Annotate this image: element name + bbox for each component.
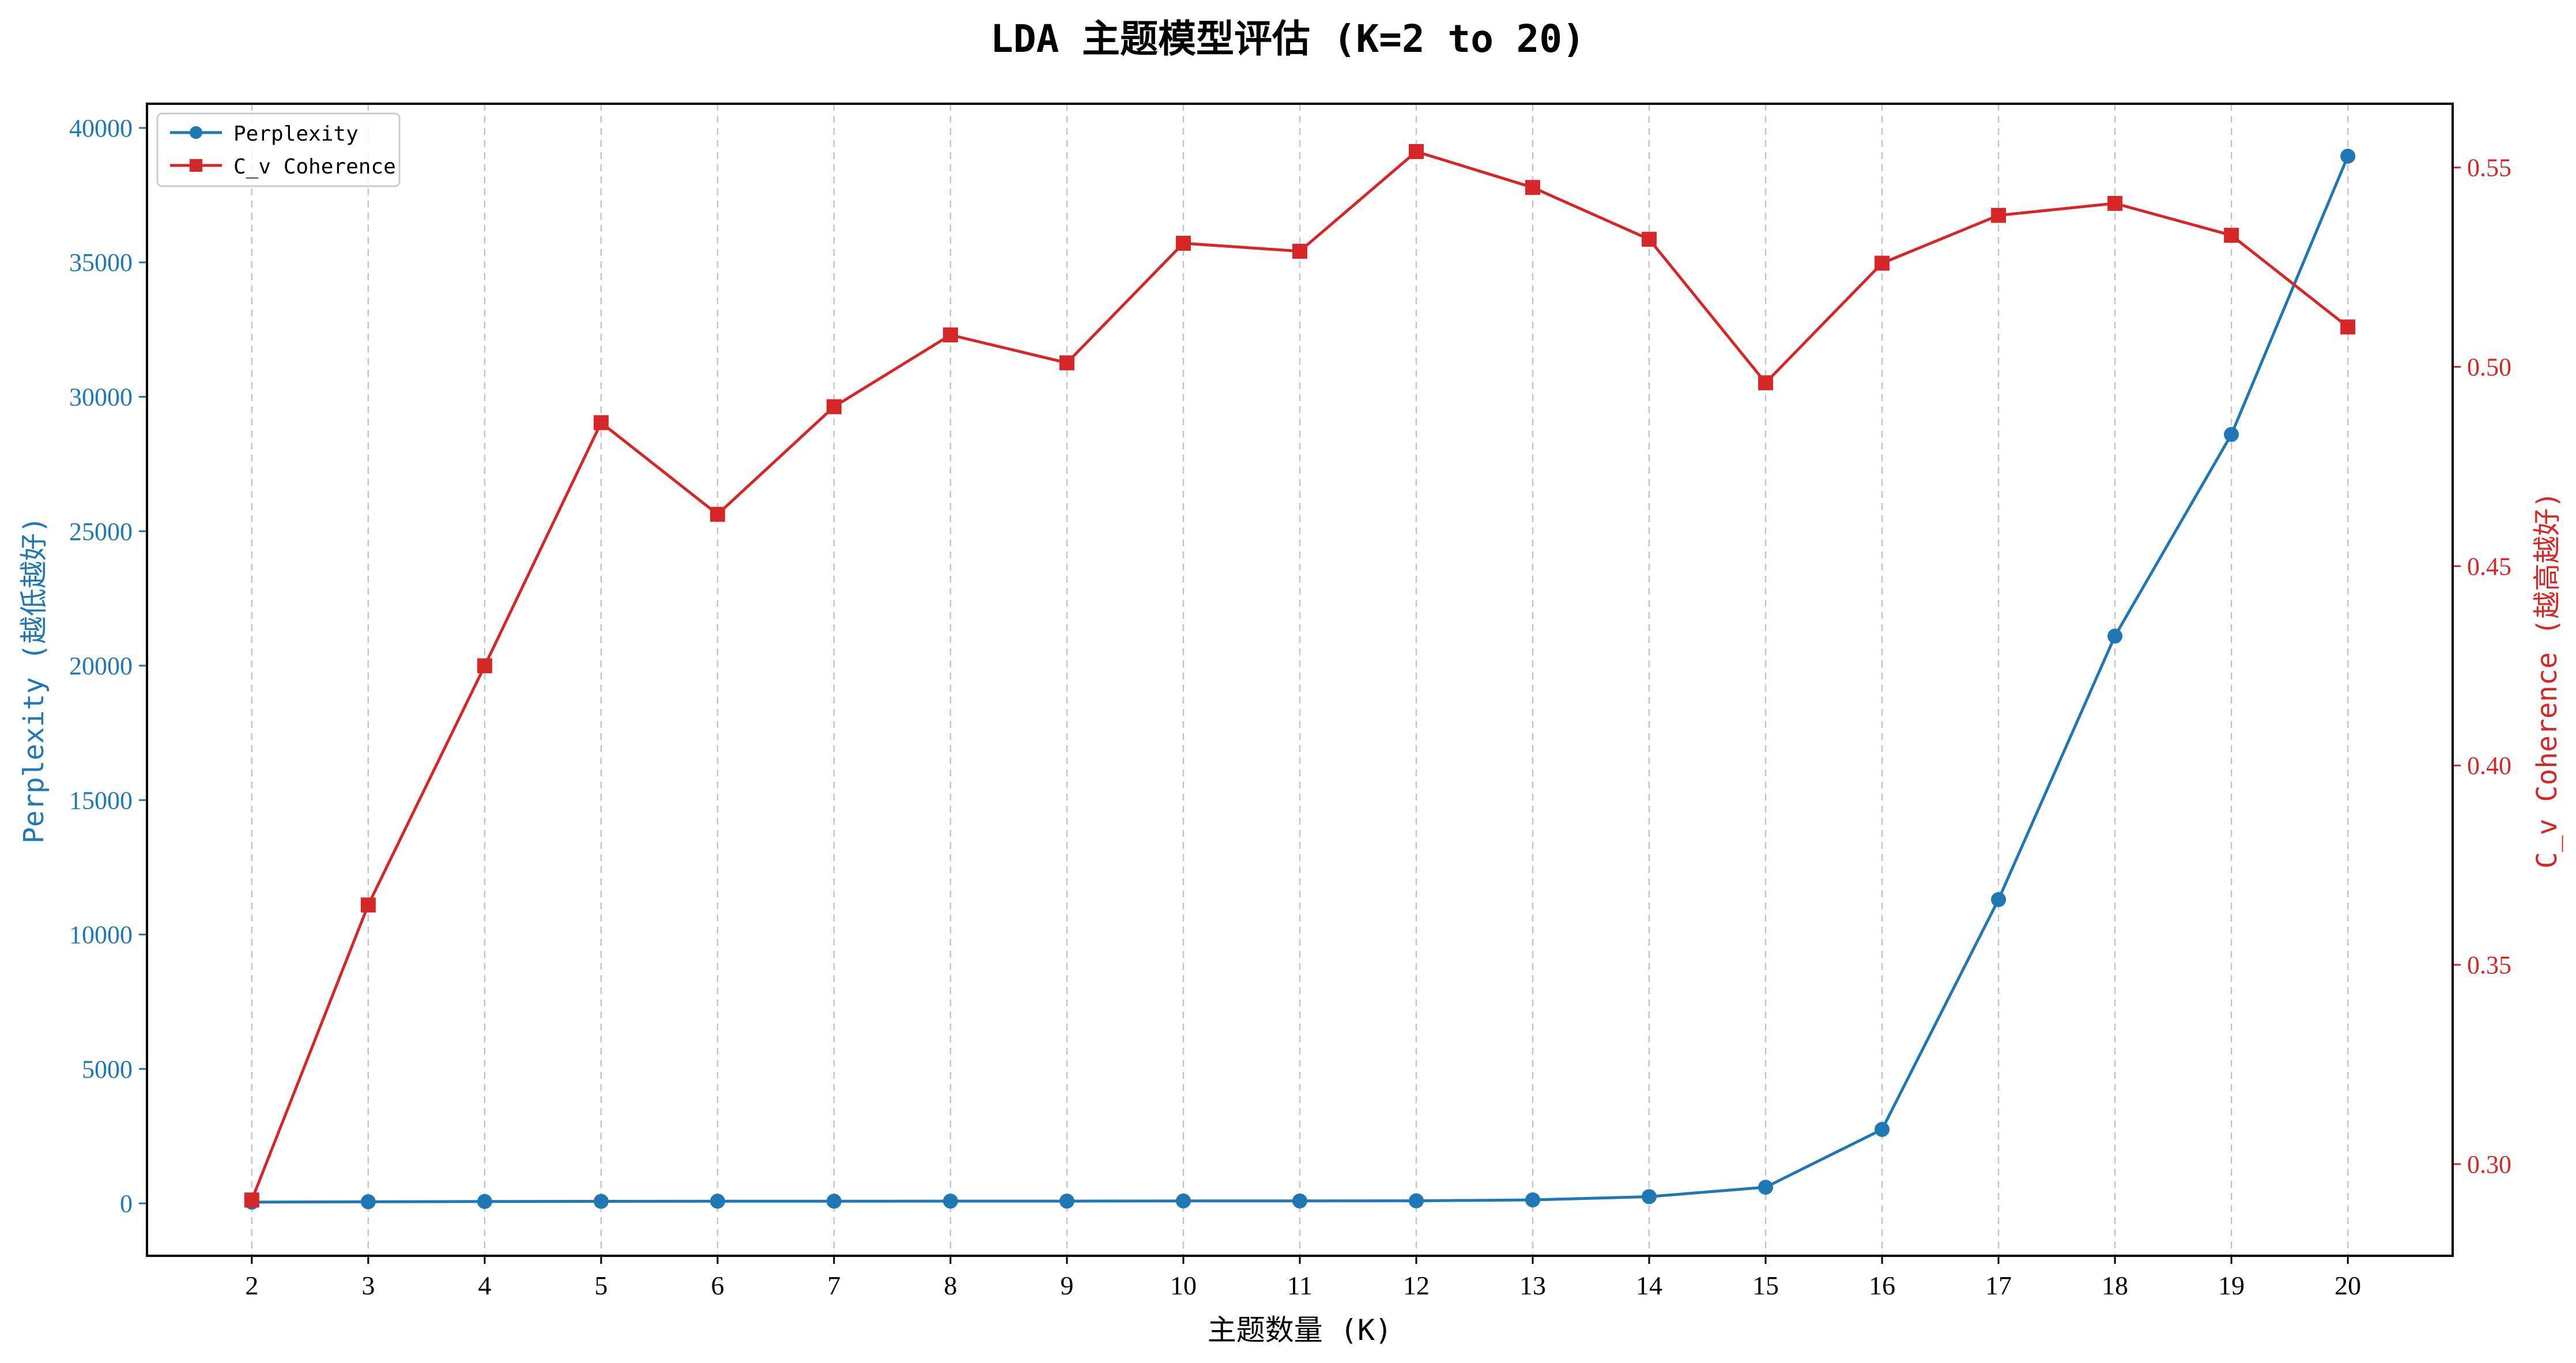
left-tick-label: 20000 xyxy=(69,652,133,680)
x-tick-label: 2 xyxy=(245,1271,258,1300)
data-point-perplexity xyxy=(2107,628,2123,644)
x-tick-label: 19 xyxy=(2218,1271,2245,1300)
series-layer xyxy=(244,144,2356,1210)
legend-perplexity-label: Perplexity xyxy=(233,122,359,146)
data-point-c-v-coherence xyxy=(1875,255,1890,271)
data-point-c-v-coherence xyxy=(826,399,842,414)
right-tick-label: 0.30 xyxy=(2467,1150,2511,1179)
x-tick-label: 10 xyxy=(1170,1271,1197,1300)
left-tick-label: 15000 xyxy=(69,786,133,814)
right-axis-ticks: 0.30 0.35 0.40 0.45 0.50 0.55 xyxy=(2453,154,2511,1179)
x-tick-label: 8 xyxy=(944,1271,957,1300)
x-tick-label: 15 xyxy=(1752,1271,1779,1300)
data-point-c-v-coherence xyxy=(1991,207,2007,223)
left-axis-label: Perplexity (越低越好) xyxy=(18,516,50,844)
data-point-c-v-coherence xyxy=(244,1192,259,1208)
data-point-perplexity xyxy=(1525,1192,1541,1207)
x-axis-ticks: 2 3 4 5 6 7 8 9 10 11 12 13 14 15 16 17 18 19 20 xyxy=(245,1256,2361,1300)
x-tick-label: 18 xyxy=(2102,1271,2128,1300)
x-axis-label: 主题数量 (K) xyxy=(1208,1313,1392,1347)
data-point-c-v-coherence xyxy=(2107,195,2123,211)
data-point-perplexity xyxy=(1758,1180,1774,1195)
data-point-perplexity xyxy=(1292,1193,1307,1209)
data-point-c-v-coherence xyxy=(2224,228,2239,243)
data-point-perplexity xyxy=(1409,1193,1424,1209)
data-point-perplexity xyxy=(2224,426,2239,442)
legend: Perplexity C_v Coherence xyxy=(156,112,401,187)
data-point-c-v-coherence xyxy=(477,658,492,674)
data-point-c-v-coherence xyxy=(2340,319,2356,335)
left-tick-label: 0 xyxy=(120,1190,133,1218)
data-point-c-v-coherence xyxy=(1525,180,1541,195)
data-point-perplexity xyxy=(593,1194,609,1209)
right-tick-label: 0.55 xyxy=(2467,154,2511,182)
data-point-c-v-coherence xyxy=(1758,375,1774,391)
data-point-perplexity xyxy=(477,1194,492,1209)
x-tick-label: 20 xyxy=(2334,1271,2361,1300)
data-point-perplexity xyxy=(1875,1122,1890,1137)
data-point-c-v-coherence xyxy=(710,507,725,522)
x-tick-label: 6 xyxy=(711,1271,724,1300)
data-point-perplexity xyxy=(1991,892,2007,907)
x-tick-label: 14 xyxy=(1636,1271,1662,1300)
data-point-perplexity xyxy=(1175,1193,1191,1209)
data-point-c-v-coherence xyxy=(593,415,609,431)
right-tick-label: 0.45 xyxy=(2467,552,2511,580)
x-tick-label: 12 xyxy=(1403,1271,1430,1300)
x-tick-label: 16 xyxy=(1869,1271,1895,1300)
data-point-perplexity xyxy=(1642,1189,1657,1205)
x-gridlines xyxy=(251,104,2349,1256)
data-point-perplexity xyxy=(942,1194,958,1209)
left-axis-ticks: 0 5000 10000 15000 20000 25000 30000 35000 40000 xyxy=(69,114,147,1218)
data-point-perplexity xyxy=(826,1194,842,1209)
right-tick-label: 0.40 xyxy=(2467,752,2511,780)
legend-coherence-label: C_v Coherence xyxy=(233,155,396,179)
x-tick-label: 17 xyxy=(1985,1271,2012,1300)
left-tick-label: 5000 xyxy=(82,1055,133,1083)
data-point-c-v-coherence xyxy=(1292,243,1307,259)
left-tick-label: 25000 xyxy=(69,518,133,546)
x-tick-label: 9 xyxy=(1060,1271,1073,1300)
data-point-perplexity xyxy=(360,1194,376,1210)
right-tick-label: 0.50 xyxy=(2467,353,2511,382)
data-point-c-v-coherence xyxy=(942,327,958,343)
x-tick-label: 13 xyxy=(1519,1271,1546,1300)
data-point-perplexity xyxy=(2340,148,2356,164)
x-tick-label: 4 xyxy=(478,1271,491,1300)
left-tick-label: 40000 xyxy=(69,114,133,142)
data-point-c-v-coherence xyxy=(1175,236,1191,251)
left-tick-label: 35000 xyxy=(69,248,133,277)
data-point-c-v-coherence xyxy=(1642,232,1657,247)
right-tick-label: 0.35 xyxy=(2467,951,2511,979)
data-point-perplexity xyxy=(710,1194,725,1209)
chart-title: LDA 主题模型评估 (K=2 to 20) xyxy=(990,17,1585,61)
data-point-perplexity xyxy=(1059,1194,1074,1209)
x-tick-label: 3 xyxy=(361,1271,375,1300)
x-tick-label: 11 xyxy=(1287,1271,1312,1300)
legend-coherence-marker xyxy=(190,159,202,172)
data-point-c-v-coherence xyxy=(360,897,376,913)
left-tick-label: 30000 xyxy=(69,383,133,411)
x-tick-label: 5 xyxy=(594,1271,608,1300)
legend-perplexity-marker xyxy=(190,126,202,139)
left-tick-label: 10000 xyxy=(69,921,133,949)
x-tick-label: 7 xyxy=(827,1271,840,1300)
plot-frame xyxy=(146,103,2454,1257)
data-point-c-v-coherence xyxy=(1409,144,1424,160)
data-point-c-v-coherence xyxy=(1059,355,1074,371)
right-axis-label: C_v Coherence (越高越好) xyxy=(2531,492,2563,869)
